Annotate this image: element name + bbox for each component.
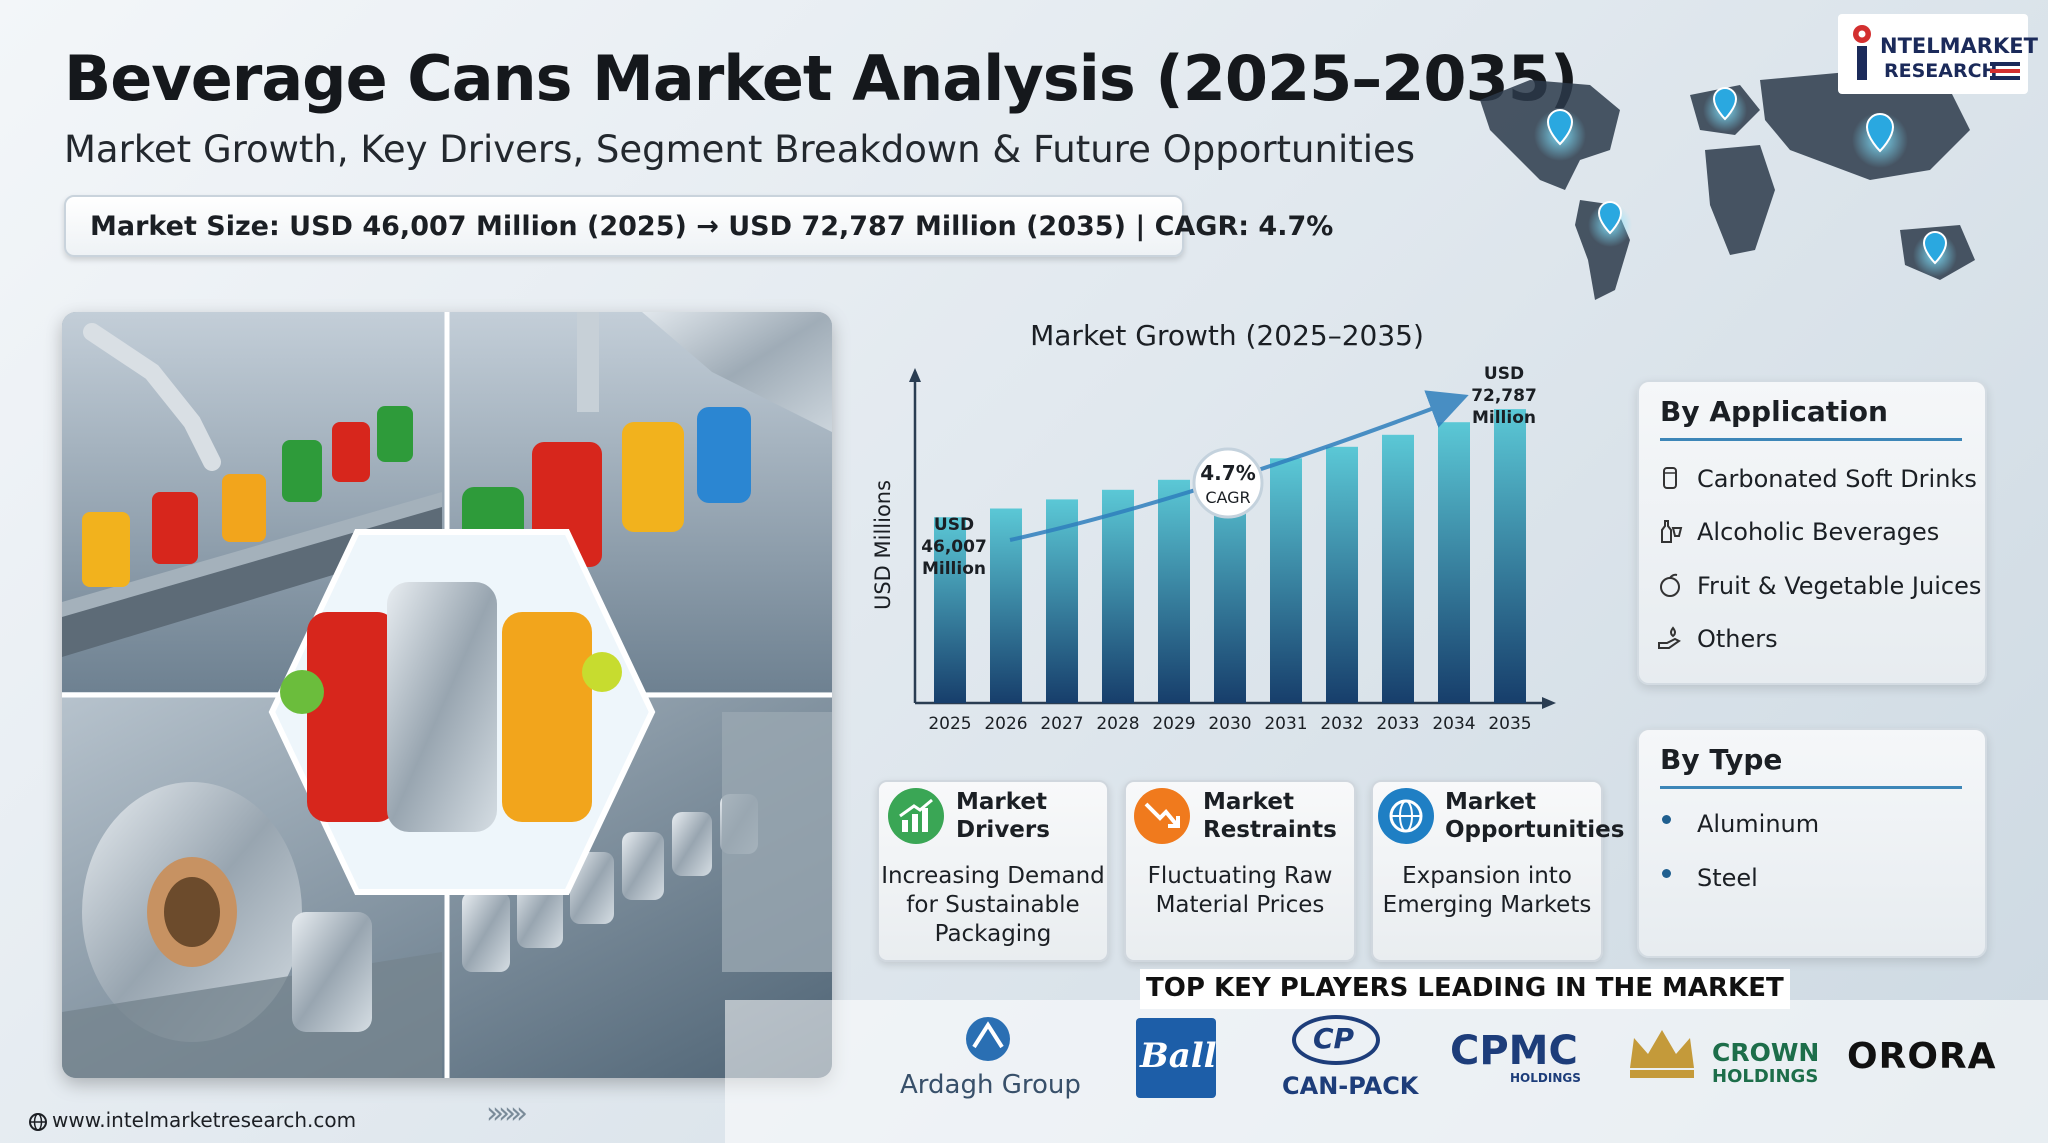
application-item: Carbonated Soft Drinks	[1697, 465, 1977, 493]
cpmc-logo-subtitle: HOLDINGS	[1510, 1071, 1581, 1085]
bullet-icon	[1662, 869, 1671, 878]
key-players-heading: TOP KEY PLAYERS LEADING IN THE MARKET	[1140, 969, 1790, 1009]
chart-x-tick-label: 2028	[1096, 714, 1139, 734]
logo-text-line2: RESEARCH	[1884, 60, 1998, 82]
opportunities-text-line1: Expansion into	[1402, 863, 1572, 889]
chart-x-tick-label: 2030	[1208, 714, 1251, 734]
chart-x-tick-label: 2032	[1320, 714, 1363, 734]
chart-bar	[1494, 409, 1526, 703]
logo-text-line1: NTELMARKET	[1880, 34, 2038, 58]
chart-y-axis-label: USD Millions	[871, 480, 895, 610]
company-logo	[1838, 14, 2028, 94]
end-value-label-line2: 72,787	[1471, 386, 1537, 406]
chart-bar	[1382, 434, 1414, 703]
ball-logo: Ball	[1140, 1036, 1217, 1076]
restraints-text-line1: Fluctuating Raw	[1147, 863, 1333, 889]
chart-bar	[934, 517, 966, 703]
chart-x-tick-label: 2025	[928, 714, 971, 734]
logo-flag-icon	[1990, 62, 2020, 80]
by-type-rule	[1660, 786, 1962, 789]
chart-bar	[1158, 479, 1190, 703]
hand-drop-icon	[1658, 626, 1681, 649]
opportunities-text-line2: Emerging Markets	[1382, 892, 1592, 918]
chart-x-tick-label: 2033	[1376, 714, 1419, 734]
start-value-label-line1: USD	[934, 515, 974, 535]
chart-x-tick-label: 2027	[1040, 714, 1083, 734]
application-item: Fruit & Vegetable Juices	[1697, 572, 1982, 600]
ardagh-group-logo: Ardagh Group	[900, 1070, 1081, 1100]
website-url[interactable]: www.intelmarketresearch.com	[52, 1108, 357, 1132]
chart-bar	[1438, 422, 1470, 703]
decline-arrow-icon	[1134, 788, 1190, 844]
by-type-card	[1637, 728, 1987, 958]
fruit-icon	[1660, 573, 1680, 597]
canpack-logo: CAN-PACK	[1282, 1072, 1419, 1100]
chart-x-tick-label: 2034	[1432, 714, 1475, 734]
globe-icon	[1378, 788, 1434, 844]
type-item: Steel	[1697, 864, 1758, 892]
drivers-text-line1: Increasing Demand	[881, 863, 1105, 889]
drivers-heading-line2: Drivers	[956, 817, 1050, 843]
end-value-label-line3: Million	[1472, 408, 1536, 428]
cagr-label: CAGR	[1205, 488, 1250, 507]
market-size-banner: Market Size: USD 46,007 Million (2025) →…	[64, 195, 1333, 257]
chart-x-tick-label: 2031	[1264, 714, 1307, 734]
chart-x-axis-arrow	[1542, 697, 1556, 709]
globe-icon	[29, 1113, 47, 1131]
drivers-text-line3: Packaging	[934, 921, 1052, 947]
soda-can-icon	[1663, 467, 1677, 489]
chart-y-axis-arrow	[909, 368, 921, 382]
drivers-text-line2: for Sustainable	[906, 892, 1080, 918]
end-value-label-line1: USD	[1484, 364, 1524, 384]
page-subtitle: Market Growth, Key Drivers, Segment Brea…	[64, 128, 1416, 171]
bullet-icon	[1662, 815, 1671, 824]
application-item: Alcoholic Beverages	[1697, 518, 1940, 546]
opportunities-heading-line2: Opportunities	[1445, 817, 1625, 843]
logo-pin-icon	[1853, 25, 1871, 80]
by-application-card	[1637, 380, 1987, 685]
start-value-label-line2: 46,007	[921, 537, 987, 557]
crown-holdings-logo-subtitle: HOLDINGS	[1712, 1066, 1819, 1087]
cpmc-logo: CPMC	[1450, 1028, 1578, 1074]
canpack-logo-ring	[1292, 1015, 1380, 1065]
orora-logo: ORORA	[1847, 1036, 1997, 1077]
chart-x-tick-label: 2026	[984, 714, 1027, 734]
ball-logo-box	[1136, 1018, 1216, 1098]
chart-bar	[1102, 489, 1134, 703]
crown-holdings-logo: CROWN	[1712, 1038, 1820, 1067]
chart-bar	[990, 508, 1022, 703]
page-title: Beverage Cans Market Analysis (2025–2035…	[64, 42, 1578, 115]
market-growth-chart: Market Growth (2025–2035) USD Millions 2…	[871, 319, 1556, 734]
chevrons-decoration: ››››››	[486, 1096, 528, 1131]
bottle-glass-icon	[1661, 520, 1683, 543]
by-type-title: By Type	[1660, 743, 1783, 776]
type-item: Aluminum	[1697, 810, 1820, 838]
drivers-heading-line1: Market	[956, 789, 1048, 815]
application-item: Others	[1697, 625, 1778, 653]
canpack-logo-mark: CP	[1313, 1022, 1355, 1055]
restraints-heading-line1: Market	[1203, 789, 1295, 815]
restraints-text-line2: Material Prices	[1155, 892, 1325, 918]
chart-bar	[1326, 446, 1358, 703]
world-map-image	[1480, 70, 1975, 300]
chart-bar	[1270, 458, 1302, 703]
cagr-value: 4.7%	[1200, 461, 1255, 485]
cagr-badge	[1192, 447, 1264, 519]
crown-icon	[1630, 1030, 1694, 1078]
chart-title: Market Growth (2025–2035)	[1030, 319, 1424, 352]
opportunities-heading-line1: Market	[1445, 789, 1537, 815]
start-value-label-line3: Million	[922, 559, 986, 579]
by-application-title: By Application	[1660, 395, 1888, 428]
chart-x-tick-label: 2035	[1488, 714, 1531, 734]
growth-chart-icon	[888, 788, 944, 844]
restraints-heading-line2: Restraints	[1203, 817, 1337, 843]
by-application-rule	[1660, 438, 1962, 441]
ardagh-logo-icon	[966, 1017, 1010, 1061]
chart-x-tick-label: 2029	[1152, 714, 1195, 734]
chart-bar	[1046, 499, 1078, 703]
beverage-cans-production-image	[62, 312, 832, 1078]
key-players-band	[725, 1000, 2048, 1143]
